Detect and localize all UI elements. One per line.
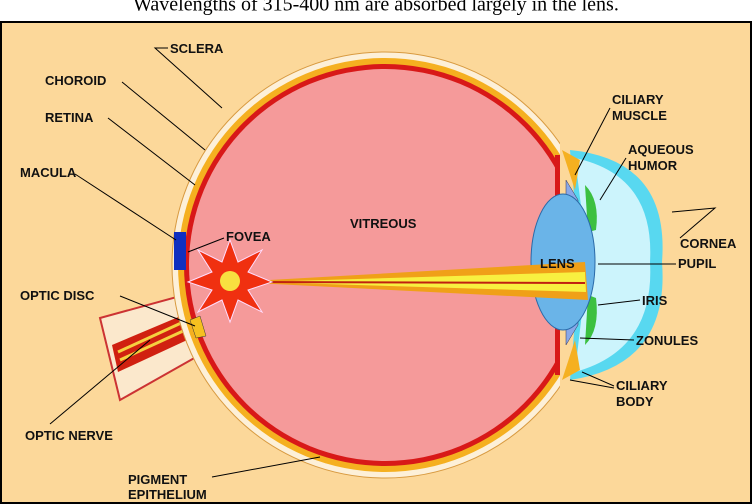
label: VITREOUS bbox=[350, 216, 417, 231]
fovea-center bbox=[220, 271, 240, 291]
label: AQUEOUS bbox=[628, 142, 694, 157]
eye-diagram: Wavelengths of 315-400 nm are absorbed l… bbox=[0, 0, 752, 504]
label: CORNEA bbox=[680, 236, 737, 251]
label: FOVEA bbox=[226, 229, 271, 244]
label: BODY bbox=[616, 394, 654, 409]
label: CHOROID bbox=[45, 73, 106, 88]
label: HUMOR bbox=[628, 158, 678, 173]
label: IRIS bbox=[642, 293, 668, 308]
caption: Wavelengths of 315-400 nm are absorbed l… bbox=[133, 0, 619, 16]
label: OPTIC DISC bbox=[20, 288, 95, 303]
label: PUPIL bbox=[678, 256, 716, 271]
label: PIGMENT bbox=[128, 472, 187, 487]
label: CILIARY bbox=[616, 378, 668, 393]
label: MUSCLE bbox=[612, 108, 667, 123]
label: LENS bbox=[540, 256, 575, 271]
label: RETINA bbox=[45, 110, 94, 125]
label: ZONULES bbox=[636, 333, 698, 348]
macula-shape bbox=[174, 232, 186, 270]
label: EPITHELIUM bbox=[128, 487, 207, 502]
label: SCLERA bbox=[170, 41, 224, 56]
label: CILIARY bbox=[612, 92, 664, 107]
label: MACULA bbox=[20, 165, 77, 180]
label: OPTIC NERVE bbox=[25, 428, 113, 443]
